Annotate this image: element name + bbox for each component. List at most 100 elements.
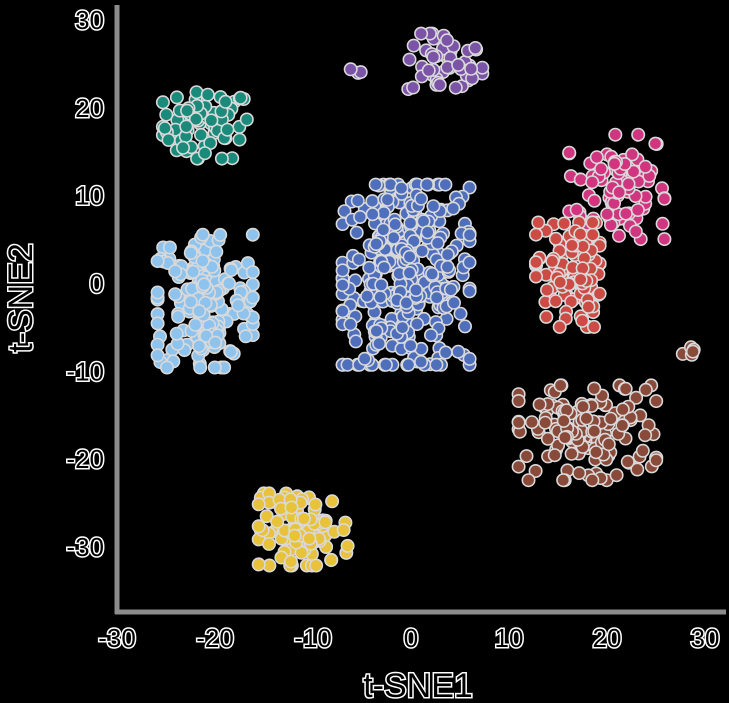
x-tick-labels: -30 -20 -10 0 10 20 30 bbox=[97, 622, 721, 655]
data-point bbox=[548, 294, 563, 309]
data-point bbox=[621, 176, 636, 191]
data-point bbox=[179, 119, 194, 134]
data-point bbox=[161, 132, 176, 147]
data-point bbox=[197, 277, 212, 292]
data-point bbox=[284, 500, 299, 515]
data-point bbox=[626, 164, 641, 179]
y-tick-label: -30 bbox=[66, 532, 104, 562]
data-point bbox=[374, 277, 389, 292]
data-point bbox=[631, 127, 646, 142]
data-point bbox=[348, 334, 363, 349]
data-point bbox=[585, 473, 600, 488]
data-point bbox=[464, 61, 479, 76]
data-point bbox=[421, 63, 436, 78]
data-point bbox=[585, 227, 600, 242]
data-point bbox=[169, 326, 184, 341]
data-point bbox=[207, 360, 222, 375]
data-point bbox=[409, 317, 424, 332]
data-point bbox=[539, 309, 554, 324]
data-point bbox=[245, 290, 260, 305]
data-point bbox=[402, 249, 417, 264]
data-point bbox=[408, 282, 423, 297]
data-point bbox=[611, 228, 626, 243]
data-point bbox=[588, 445, 603, 460]
data-point bbox=[615, 402, 630, 417]
data-point bbox=[423, 328, 438, 343]
data-point bbox=[468, 40, 483, 55]
y-tick-label: -10 bbox=[66, 356, 104, 386]
data-point bbox=[340, 357, 355, 372]
x-tick-label: -10 bbox=[294, 623, 332, 653]
data-point bbox=[365, 194, 380, 209]
data-point bbox=[587, 424, 602, 439]
data-point bbox=[649, 453, 664, 468]
data-point bbox=[581, 299, 596, 314]
x-tick-label: 20 bbox=[593, 623, 622, 653]
data-point bbox=[251, 519, 266, 534]
data-point bbox=[545, 254, 560, 269]
data-point bbox=[451, 344, 466, 359]
data-point bbox=[511, 415, 526, 430]
data-point bbox=[343, 62, 358, 77]
data-point bbox=[557, 216, 572, 231]
data-point bbox=[200, 87, 215, 102]
data-point bbox=[532, 397, 547, 412]
data-point bbox=[357, 351, 372, 366]
data-point bbox=[586, 319, 601, 334]
data-point bbox=[186, 264, 201, 279]
data-point bbox=[209, 244, 224, 259]
data-point bbox=[564, 238, 579, 253]
data-point bbox=[438, 177, 453, 192]
data-point bbox=[183, 294, 198, 309]
data-point bbox=[557, 430, 572, 445]
data-point bbox=[648, 136, 663, 151]
data-point bbox=[376, 222, 391, 237]
data-point bbox=[457, 319, 472, 334]
data-point bbox=[426, 50, 441, 65]
data-point bbox=[462, 255, 477, 270]
x-tick-label: -30 bbox=[98, 623, 136, 653]
data-point bbox=[612, 185, 627, 200]
data-point bbox=[540, 431, 555, 446]
data-point bbox=[270, 514, 285, 529]
data-point bbox=[589, 150, 604, 165]
data-point bbox=[521, 473, 536, 488]
data-point bbox=[432, 77, 447, 92]
data-point bbox=[564, 446, 579, 461]
data-point bbox=[169, 90, 184, 105]
data-point bbox=[335, 263, 350, 278]
data-point bbox=[231, 298, 246, 313]
data-point bbox=[649, 394, 664, 409]
data-point bbox=[511, 393, 526, 408]
data-point bbox=[395, 320, 410, 335]
data-point bbox=[415, 244, 430, 259]
data-point bbox=[402, 265, 417, 280]
data-point bbox=[403, 338, 418, 353]
data-point bbox=[343, 317, 358, 332]
data-point bbox=[380, 192, 395, 207]
data-point bbox=[403, 216, 418, 231]
data-point bbox=[573, 227, 588, 242]
data-point bbox=[157, 121, 172, 136]
data-point bbox=[251, 557, 266, 572]
x-tick-label: 0 bbox=[404, 623, 418, 653]
data-point bbox=[511, 459, 526, 474]
y-tick-label: 30 bbox=[75, 5, 104, 35]
data-point bbox=[195, 254, 210, 269]
data-point bbox=[592, 286, 607, 301]
data-point bbox=[628, 224, 643, 239]
data-point bbox=[394, 181, 409, 196]
data-point bbox=[168, 287, 183, 302]
data-point bbox=[150, 348, 165, 363]
data-point bbox=[547, 448, 562, 463]
data-point bbox=[430, 236, 445, 251]
data-point bbox=[192, 304, 207, 319]
data-point bbox=[448, 80, 463, 95]
data-point bbox=[446, 201, 461, 216]
data-point bbox=[377, 260, 392, 275]
y-tick-label: 10 bbox=[75, 181, 104, 211]
data-point bbox=[414, 26, 429, 41]
data-point bbox=[552, 319, 567, 334]
data-point bbox=[183, 246, 198, 261]
